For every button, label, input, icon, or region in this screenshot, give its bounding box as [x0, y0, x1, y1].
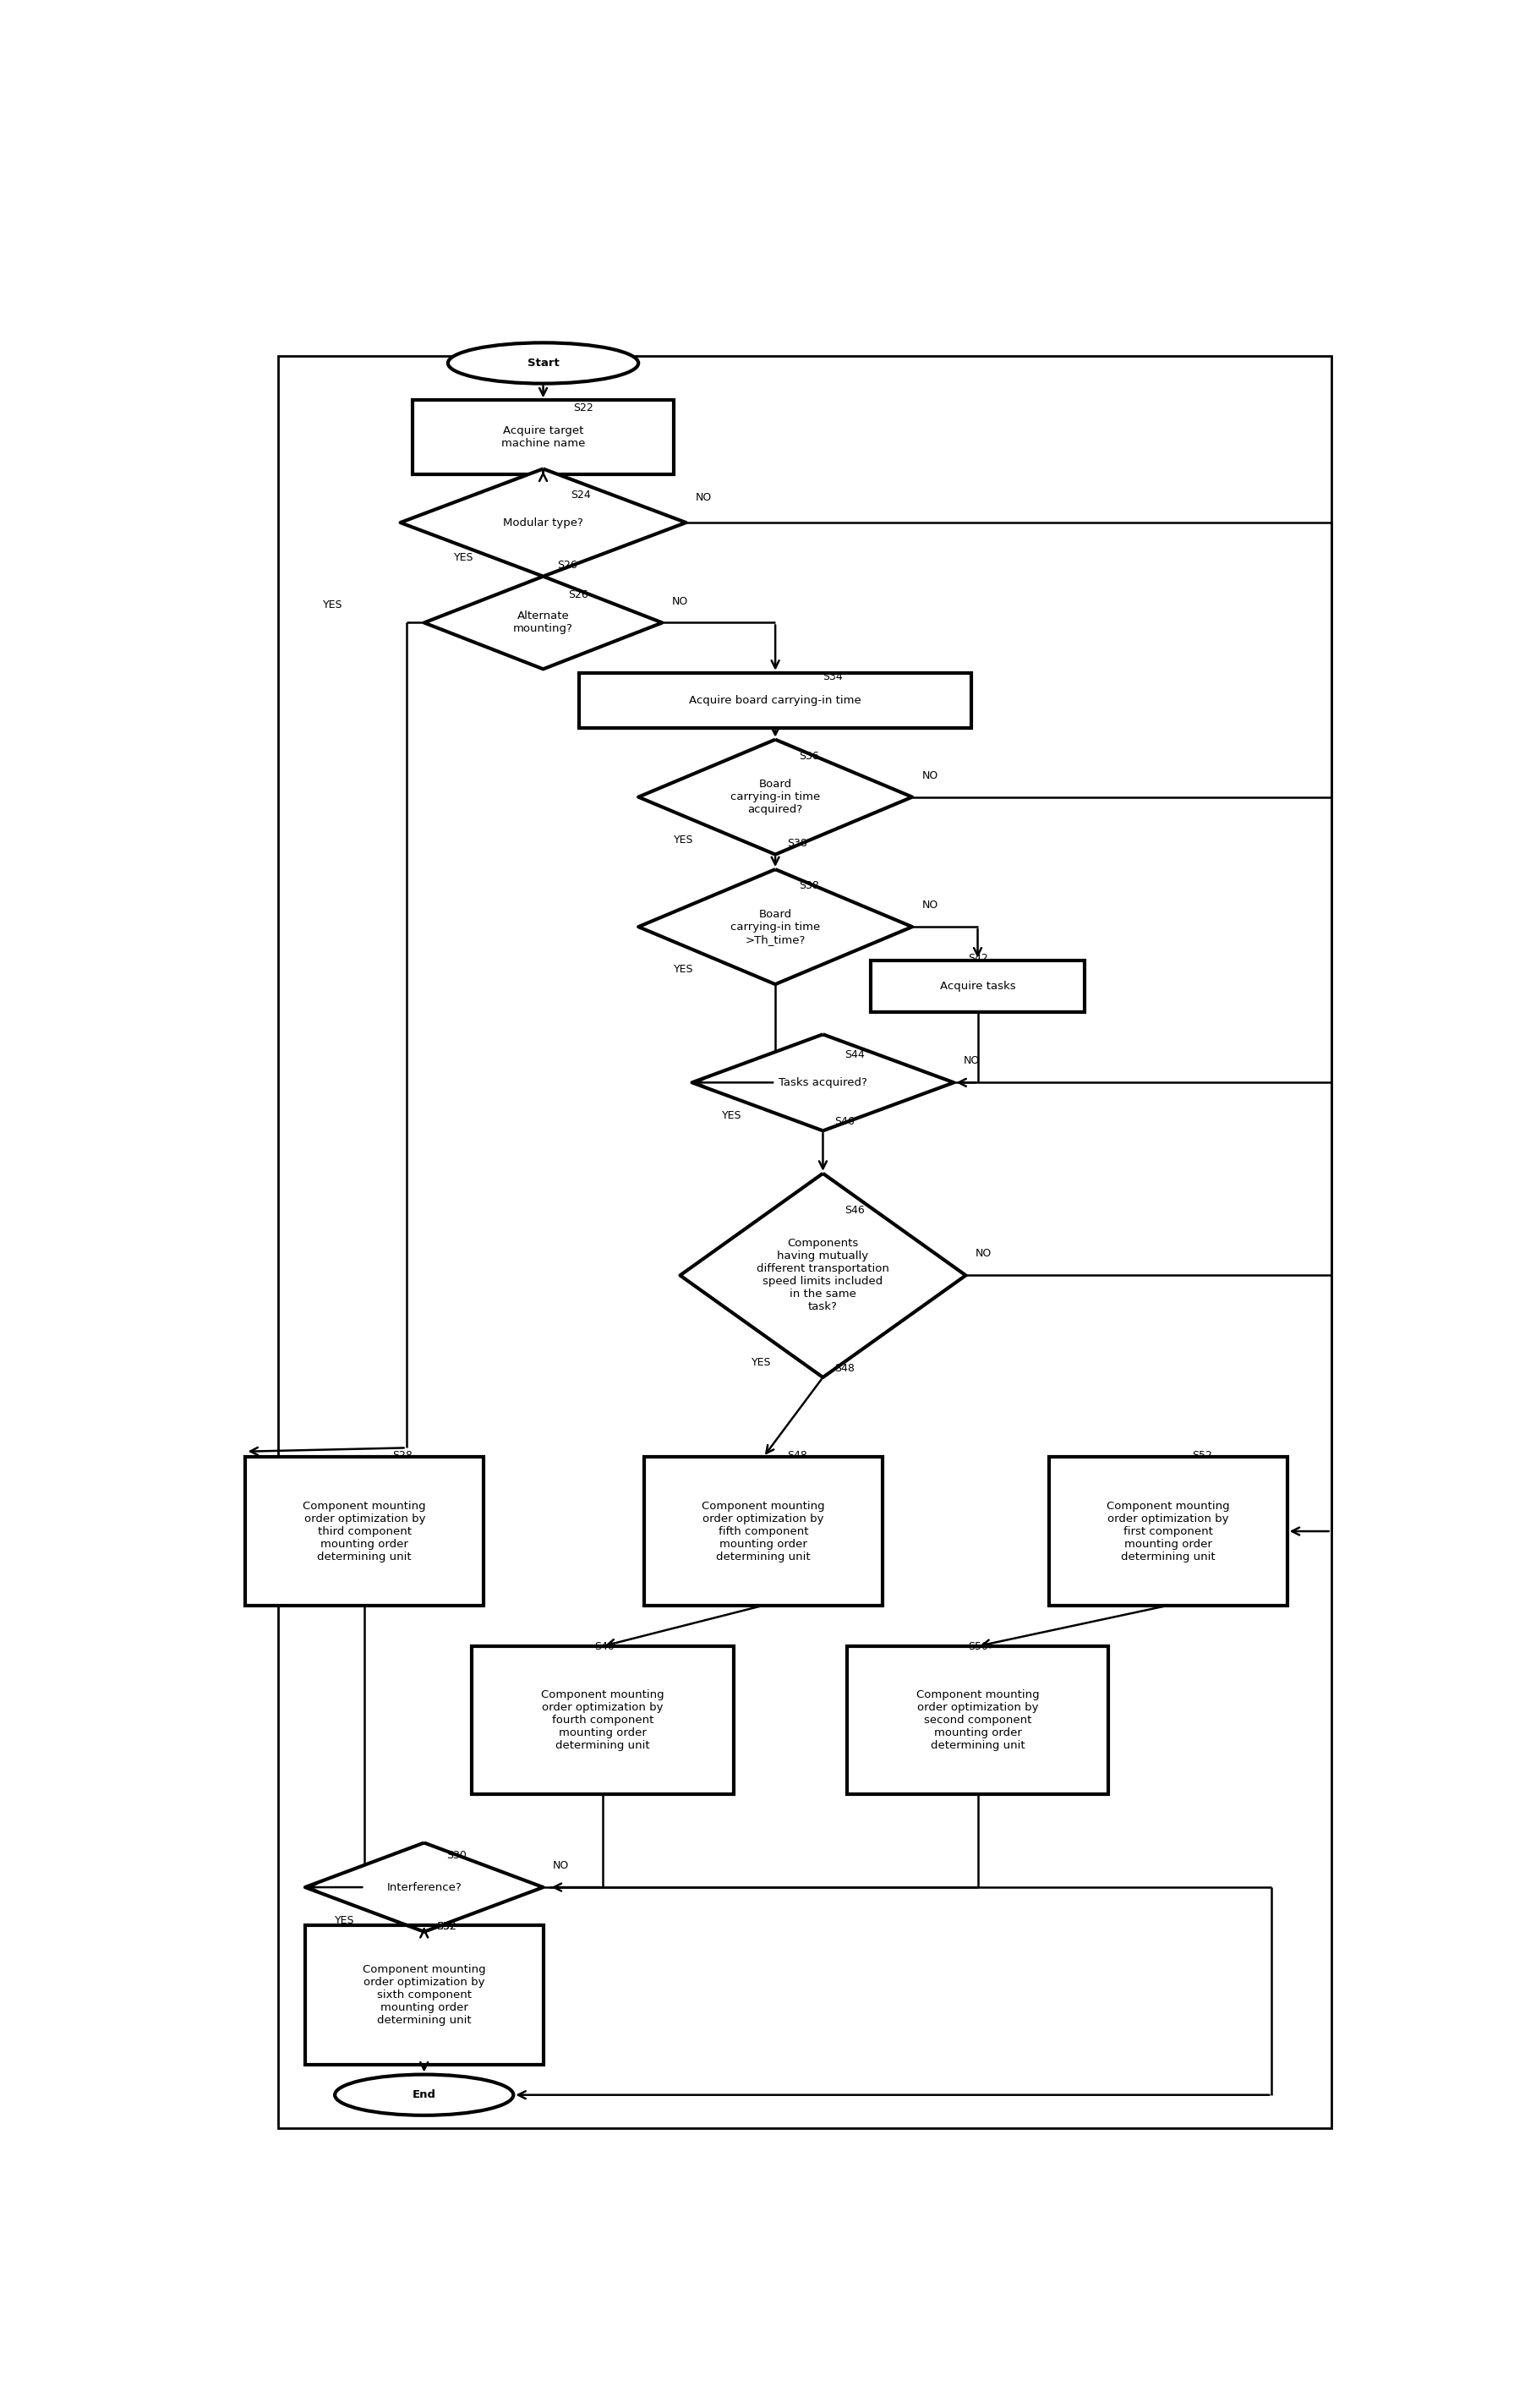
Polygon shape	[680, 1173, 966, 1377]
Text: NO: NO	[975, 1247, 992, 1259]
Text: S36: S36	[799, 751, 819, 761]
Text: NO: NO	[671, 595, 688, 607]
Text: Acquire board carrying-in time: Acquire board carrying-in time	[690, 696, 862, 706]
Text: YES: YES	[335, 1914, 355, 1926]
Text: S44: S44	[845, 1050, 865, 1060]
Text: S38: S38	[799, 881, 819, 891]
Bar	[579, 672, 972, 727]
Text: Alternate
mounting?: Alternate mounting?	[513, 612, 573, 636]
Text: S34: S34	[823, 672, 843, 681]
Text: S38: S38	[788, 838, 808, 850]
Bar	[306, 1926, 544, 2064]
Text: NO: NO	[922, 901, 938, 910]
Polygon shape	[401, 470, 687, 576]
Text: S22: S22	[573, 402, 593, 414]
Text: Interference?: Interference?	[387, 1881, 462, 1893]
Text: Component mounting
order optimization by
second component
mounting order
determi: Component mounting order optimization by…	[915, 1690, 1040, 1751]
Text: Modular type?: Modular type?	[504, 518, 584, 527]
Polygon shape	[691, 1035, 954, 1132]
Text: S46: S46	[836, 1115, 856, 1127]
Text: Start: Start	[527, 359, 559, 368]
Bar	[412, 400, 674, 474]
Text: Component mounting
order optimization by
first component
mounting order
determin: Component mounting order optimization by…	[1106, 1500, 1230, 1563]
Ellipse shape	[335, 2076, 513, 2114]
Bar	[871, 961, 1084, 1011]
Text: S42: S42	[968, 954, 988, 963]
Text: NO: NO	[696, 491, 711, 503]
Bar	[645, 1457, 882, 1606]
Ellipse shape	[449, 342, 639, 383]
Text: YES: YES	[674, 963, 694, 975]
Text: Acquire tasks: Acquire tasks	[940, 980, 1015, 992]
Text: Components
having mutually
different transportation
speed limits included
in the: Components having mutually different tra…	[757, 1238, 889, 1312]
Bar	[846, 1647, 1109, 1794]
Text: NO: NO	[963, 1055, 980, 1067]
Text: S26: S26	[568, 590, 588, 600]
Text: S46: S46	[845, 1204, 865, 1216]
Text: Component mounting
order optimization by
fifth component
mounting order
determin: Component mounting order optimization by…	[702, 1500, 825, 1563]
Text: S30: S30	[447, 1849, 467, 1861]
Polygon shape	[639, 869, 912, 985]
Text: YES: YES	[323, 600, 343, 609]
Text: YES: YES	[751, 1358, 771, 1368]
Text: NO: NO	[553, 1861, 568, 1871]
Polygon shape	[424, 576, 662, 669]
Text: S32: S32	[436, 1922, 456, 1931]
Text: Board
carrying-in time
acquired?: Board carrying-in time acquired?	[731, 778, 820, 816]
Text: S48: S48	[836, 1363, 856, 1373]
Text: Component mounting
order optimization by
sixth component
mounting order
determin: Component mounting order optimization by…	[362, 1965, 485, 2025]
Text: YES: YES	[722, 1110, 742, 1122]
Text: Acquire target
machine name: Acquire target machine name	[501, 426, 585, 450]
Bar	[472, 1647, 734, 1794]
Text: Tasks acquired?: Tasks acquired?	[779, 1076, 868, 1088]
Text: Component mounting
order optimization by
fourth component
mounting order
determi: Component mounting order optimization by…	[541, 1690, 664, 1751]
Text: YES: YES	[455, 551, 473, 563]
Text: S32: S32	[436, 1922, 456, 1931]
Text: NO: NO	[922, 771, 938, 780]
Text: S48: S48	[788, 1450, 808, 1462]
Text: End: End	[412, 2090, 436, 2100]
Text: S26: S26	[558, 559, 578, 571]
Text: S28: S28	[392, 1450, 412, 1462]
Polygon shape	[639, 739, 912, 855]
Text: S24: S24	[570, 489, 591, 501]
Text: S40: S40	[594, 1640, 614, 1652]
Text: YES: YES	[674, 833, 694, 845]
Text: S52: S52	[1192, 1450, 1212, 1462]
Polygon shape	[306, 1842, 544, 1931]
Bar	[1049, 1457, 1287, 1606]
Bar	[246, 1457, 484, 1606]
Text: Component mounting
order optimization by
third component
mounting order
determin: Component mounting order optimization by…	[303, 1500, 425, 1563]
Text: S50: S50	[968, 1640, 989, 1652]
Bar	[278, 356, 1332, 2129]
Text: Board
carrying-in time
>Th_time?: Board carrying-in time >Th_time?	[731, 908, 820, 944]
